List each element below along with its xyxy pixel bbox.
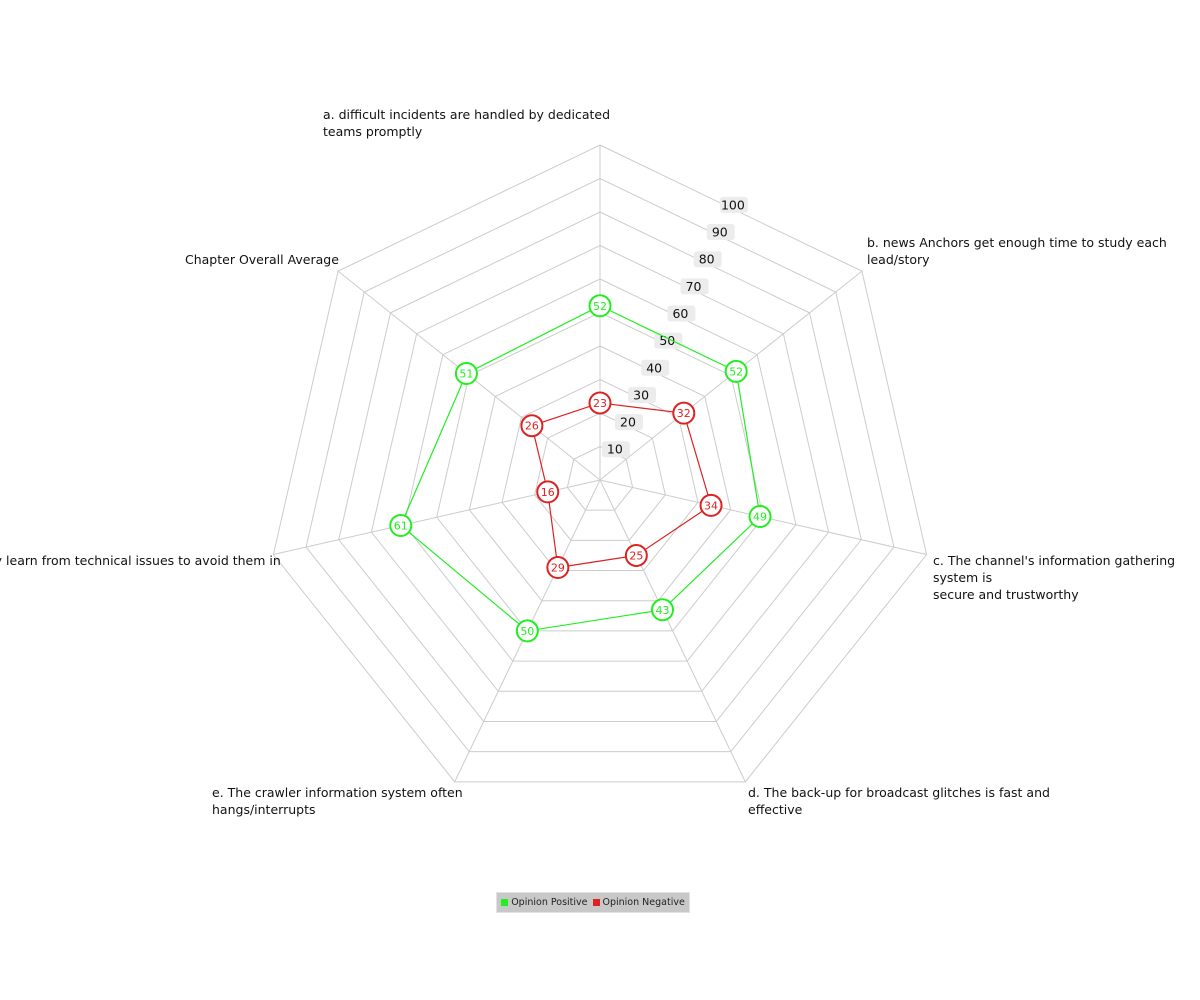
data-label: 61: [394, 519, 408, 532]
data-point[interactable]: [588, 391, 612, 415]
data-point[interactable]: [624, 543, 648, 567]
data-point[interactable]: [536, 480, 560, 504]
tick-label-bg: [614, 414, 643, 431]
grid-ring: [566, 445, 634, 511]
series-1: 23 32 34 25 29 16 26: [520, 391, 723, 580]
axis-label-line: b. news Anchors get enough time to study…: [867, 235, 1167, 250]
tick-label: 70: [686, 279, 702, 294]
tick-label: 10: [607, 442, 623, 457]
grid-ring: [338, 211, 862, 722]
legend-swatch-negative: [592, 899, 600, 906]
axis-label: f. They learn from technical issues to a…: [0, 552, 281, 586]
axis-label-line: lead/story: [867, 252, 930, 267]
data-point[interactable]: [546, 556, 570, 580]
data-point[interactable]: [515, 619, 539, 643]
axis-label-line: c. The channel's information gathering s…: [933, 553, 1176, 585]
data-label: 29: [551, 562, 565, 575]
axis-label-line: e. The crawler information system often: [212, 785, 463, 800]
axis-label-line: secure and trustworthy: [933, 587, 1079, 602]
data-label: 49: [753, 511, 767, 524]
tick-label: 80: [699, 252, 715, 267]
legend-item-positive[interactable]: Opinion Positive: [501, 897, 588, 908]
grid-layer: [272, 144, 928, 783]
grid-ring: [468, 345, 732, 602]
axis-label-line: a. difficult incidents are handled by de…: [323, 107, 611, 122]
data-label: 52: [729, 365, 743, 378]
tick-label-bg: [641, 359, 670, 376]
tick-label: 30: [633, 387, 649, 402]
grid-ring: [370, 244, 830, 692]
grid-ring: [534, 412, 666, 541]
axis-label-line: Chapter Overall Average: [185, 252, 339, 267]
legend: Opinion Positive Opinion Negative: [496, 892, 690, 913]
axis-label-line: future: [0, 569, 281, 586]
tick-label-bg: [667, 305, 696, 322]
axis-label-line: hangs/interrupts: [212, 802, 316, 817]
axis-label: b. news Anchors get enough time to study…: [867, 234, 1167, 268]
tick-label-bg: [628, 386, 657, 403]
legend-label-positive: Opinion Positive: [511, 897, 588, 908]
series-line: [400, 305, 761, 632]
tick-label-bg: [719, 196, 748, 213]
tick-label: 90: [712, 225, 728, 240]
data-point[interactable]: [672, 401, 696, 425]
grid-ring: [501, 378, 699, 572]
data-point[interactable]: [520, 414, 544, 438]
axis-label-line: teams promptly: [323, 124, 423, 139]
tick-label: 40: [646, 360, 662, 375]
tick-label: 20: [620, 415, 636, 430]
axis-label: d. The back-up for broadcast glitches is…: [748, 784, 1050, 818]
data-label: 34: [704, 499, 718, 512]
axis-label: a. difficult incidents are handled by de…: [323, 106, 610, 140]
data-label: 51: [459, 367, 473, 380]
data-label: 52: [593, 300, 607, 313]
data-point[interactable]: [389, 513, 413, 537]
tick-label-bg: [601, 441, 630, 458]
data-point[interactable]: [651, 598, 675, 622]
axis-label: e. The crawler information system often h…: [212, 784, 463, 818]
data-point[interactable]: [454, 361, 478, 385]
data-label: 16: [541, 486, 555, 499]
data-point[interactable]: [588, 294, 612, 318]
data-point[interactable]: [748, 505, 772, 529]
tick-label: 60: [672, 306, 688, 321]
data-label: 43: [656, 604, 670, 617]
axis-label-line: f. They learn from technical issues to a…: [0, 553, 281, 568]
axis-label-line: effective: [748, 802, 803, 817]
axis-spoke: [599, 479, 746, 783]
grid-ring: [403, 278, 797, 662]
grid-ring: [305, 177, 895, 753]
tick-label-bg: [654, 332, 683, 349]
legend-swatch-positive: [501, 899, 509, 906]
series-0: 52 52 49 43 50 61 51: [389, 294, 772, 643]
data-point[interactable]: [724, 359, 748, 383]
grid-ring: [436, 311, 764, 632]
data-label: 50: [520, 625, 534, 638]
data-label: 26: [525, 420, 539, 433]
tick-label-bg: [693, 251, 722, 268]
axis-label: Chapter Overall Average: [185, 251, 339, 268]
grid-ring: [272, 144, 928, 783]
data-label: 23: [593, 397, 607, 410]
data-label: 32: [677, 407, 691, 420]
data-point[interactable]: [699, 493, 723, 517]
tick-label: 100: [721, 197, 745, 212]
series-layer: 52 52 49 43 50 61 51 23 32 34 25 29 16 26: [389, 294, 772, 643]
axis-label-line: d. The back-up for broadcast glitches is…: [748, 785, 1050, 800]
data-label: 25: [629, 549, 643, 562]
legend-label-negative: Opinion Negative: [602, 897, 685, 908]
legend-item-negative[interactable]: Opinion Negative: [592, 897, 685, 908]
tick-label-bg: [706, 224, 735, 241]
tick-label-bg: [680, 278, 709, 295]
axis-label: c. The channel's information gathering s…: [933, 552, 1200, 603]
